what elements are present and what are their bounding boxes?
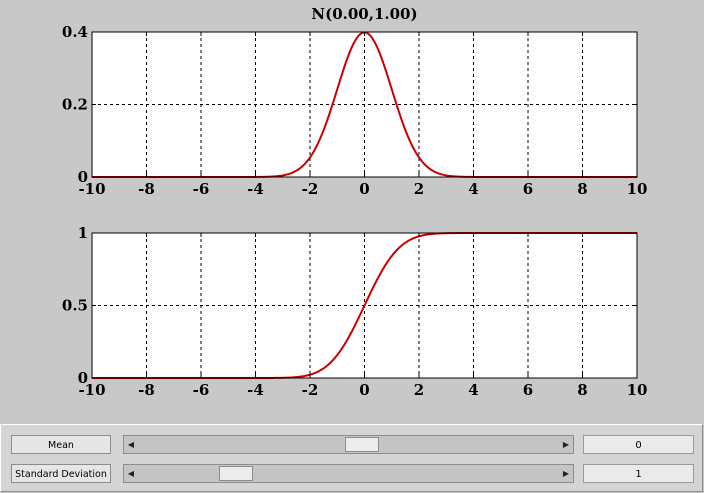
mean-label: Mean	[11, 435, 111, 454]
y-tick-label: 1	[78, 224, 88, 242]
x-tick-label: 8	[577, 381, 587, 399]
y-tick-label: 0.5	[62, 297, 88, 315]
x-tick-label: -4	[247, 381, 264, 399]
std-slider-thumb[interactable]	[219, 466, 254, 481]
x-tick-label: 2	[414, 180, 424, 198]
x-tick-label: 4	[468, 381, 478, 399]
x-tick-label: 4	[468, 180, 478, 198]
x-tick-label: -2	[302, 180, 319, 198]
x-tick-label: -6	[193, 180, 210, 198]
plots-area: -10 -8 -6 -4 -2 0 2 4 6 8 1000.20.4N(0.00,1.00)-10…	[62, 5, 648, 399]
slider-left-arrow-icon[interactable]: ◀	[127, 439, 135, 449]
x-tick-label: 0	[359, 180, 369, 198]
x-tick-label: 6	[523, 381, 533, 399]
slider-right-arrow-icon[interactable]: ▶	[562, 439, 570, 449]
y-tick-label: 0.4	[62, 23, 88, 41]
y-tick-label: 0	[78, 369, 88, 387]
std-value-field[interactable]: 1	[583, 464, 694, 483]
y-tick-label: 0.2	[62, 96, 88, 114]
x-tick-label: -4	[247, 180, 264, 198]
x-tick-label: 10	[627, 381, 648, 399]
slider-left-arrow-icon[interactable]: ◀	[127, 468, 135, 478]
mean-slider[interactable]: ◀ ▶	[123, 435, 574, 454]
std-label: Standard Deviation	[11, 464, 111, 483]
x-tick-label: -10	[78, 381, 105, 399]
slider-right-arrow-icon[interactable]: ▶	[562, 468, 570, 478]
x-tick-label: -8	[138, 180, 155, 198]
x-tick-label: -8	[138, 381, 155, 399]
x-tick-label: -2	[302, 381, 319, 399]
x-tick-label: -6	[193, 381, 210, 399]
x-tick-label: 2	[414, 381, 424, 399]
x-tick-label: 0	[359, 381, 369, 399]
x-tick-label: 6	[523, 180, 533, 198]
control-panel: Mean ◀ ▶ 0 Standard Deviation ◀ ▶ 1	[0, 424, 703, 492]
mean-slider-thumb[interactable]	[345, 437, 380, 452]
std-slider[interactable]: ◀ ▶	[123, 464, 574, 483]
mean-value-field[interactable]: 0	[583, 435, 694, 454]
y-tick-label: 0	[78, 168, 88, 186]
x-tick-label: -10	[78, 180, 105, 198]
chart-title: N(0.00,1.00)	[311, 5, 417, 23]
x-tick-label: 10	[627, 180, 648, 198]
x-tick-label: 8	[577, 180, 587, 198]
